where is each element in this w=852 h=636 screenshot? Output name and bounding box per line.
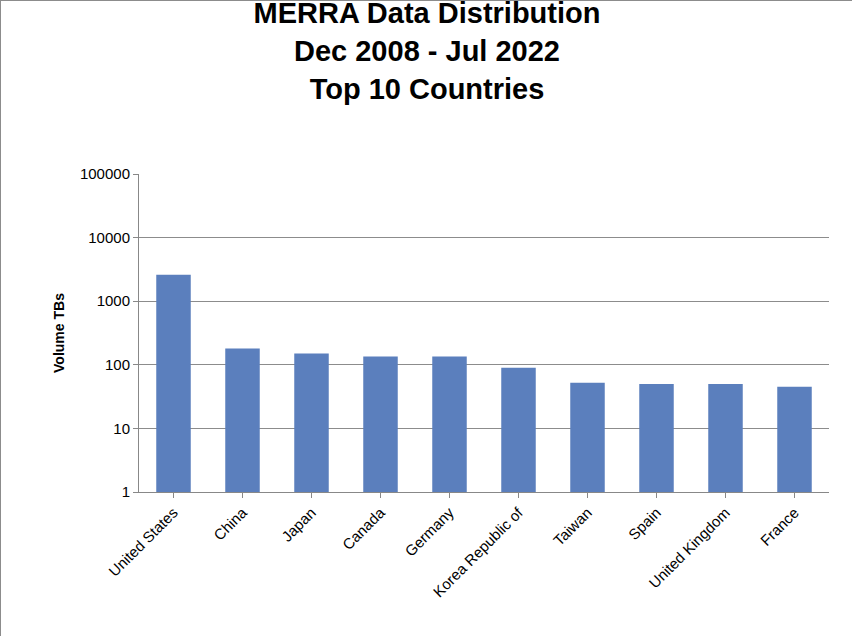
svg-text:100000: 100000 [80,165,130,182]
svg-text:100: 100 [105,356,130,373]
svg-text:Japan: Japan [278,504,319,545]
svg-text:United Kingdom: United Kingdom [645,504,732,591]
svg-text:MERRA Data DistributionDec 200: MERRA Data DistributionDec 2008 - Jul 20… [254,1,601,105]
svg-text:United States: United States [105,504,181,580]
svg-text:China: China [210,503,250,543]
svg-text:1000: 1000 [97,292,130,309]
svg-text:10000: 10000 [88,229,130,246]
svg-text:Canada: Canada [339,503,389,553]
svg-text:Germany: Germany [401,504,457,560]
svg-text:Spain: Spain [625,504,664,543]
svg-text:10: 10 [113,420,130,437]
svg-text:Korea Republic of: Korea Republic of [430,503,527,600]
svg-text:Volume TBs: Volume TBs [51,293,67,373]
svg-text:Taiwan: Taiwan [550,504,595,549]
svg-text:1: 1 [122,483,130,500]
svg-text:France: France [757,504,802,549]
